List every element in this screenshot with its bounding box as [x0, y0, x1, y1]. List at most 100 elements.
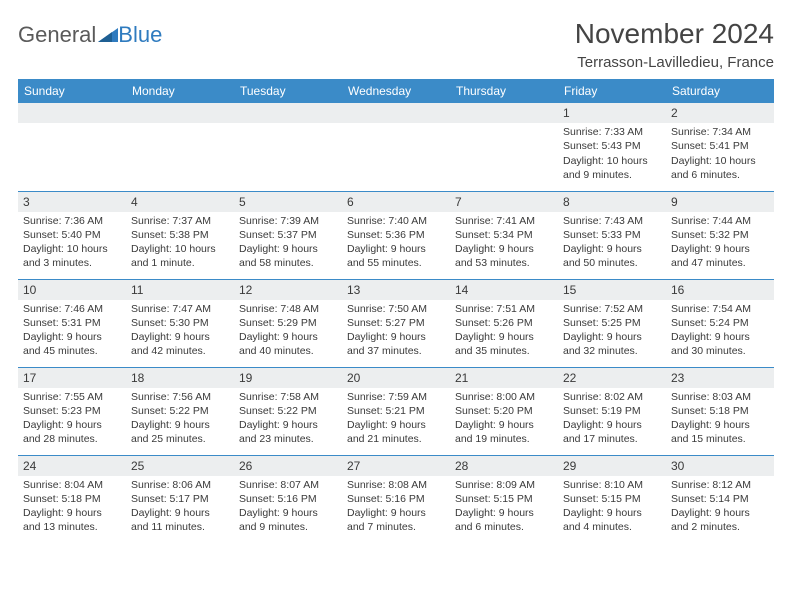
- daylight-line: Daylight: 9 hours and 47 minutes.: [671, 242, 769, 270]
- day-number: 30: [666, 456, 774, 476]
- day-number: 12: [234, 280, 342, 300]
- sunset-line: Sunset: 5:20 PM: [455, 404, 553, 418]
- calendar-day-cell: 14Sunrise: 7:51 AMSunset: 5:26 PMDayligh…: [450, 279, 558, 367]
- sunset-line: Sunset: 5:30 PM: [131, 316, 229, 330]
- daylight-line: Daylight: 9 hours and 2 minutes.: [671, 506, 769, 534]
- month-title: November 2024: [575, 18, 774, 50]
- calendar-day-cell: 10Sunrise: 7:46 AMSunset: 5:31 PMDayligh…: [18, 279, 126, 367]
- sunset-line: Sunset: 5:26 PM: [455, 316, 553, 330]
- calendar-week-row: 24Sunrise: 8:04 AMSunset: 5:18 PMDayligh…: [18, 455, 774, 543]
- day-number: 13: [342, 280, 450, 300]
- header: General Blue November 2024 Terrasson-Lav…: [18, 18, 774, 71]
- daylight-line: Daylight: 10 hours and 9 minutes.: [563, 154, 661, 182]
- sunrise-line: Sunrise: 7:48 AM: [239, 302, 337, 316]
- day-number-empty: [234, 103, 342, 123]
- day-number: 16: [666, 280, 774, 300]
- sunrise-line: Sunrise: 7:58 AM: [239, 390, 337, 404]
- calendar-day-cell: 19Sunrise: 7:58 AMSunset: 5:22 PMDayligh…: [234, 367, 342, 455]
- calendar-day-cell: 26 Sunrise: 8:07 AMSunset: 5:16 PMDayligh…: [234, 455, 342, 543]
- sunrise-line: Sunrise: 8:06 AM: [131, 478, 229, 492]
- sunrise-line: Sunrise: 8:08 AM: [347, 478, 445, 492]
- sunrise-line: Sunrise: 7:59 AM: [347, 390, 445, 404]
- calendar-day-cell: 4Sunrise: 7:37 AMSunset: 5:38 PMDaylight…: [126, 191, 234, 279]
- sunrise-line: Sunrise: 7:51 AM: [455, 302, 553, 316]
- sunrise-line: Sunrise: 7:55 AM: [23, 390, 121, 404]
- calendar-day-cell: 22Sunrise: 8:02 AMSunset: 5:19 PMDayligh…: [558, 367, 666, 455]
- weekday-header: Wednesday: [342, 79, 450, 103]
- sunset-line: Sunset: 5:17 PM: [131, 492, 229, 506]
- day-number: 4: [126, 192, 234, 212]
- sunset-line: Sunset: 5:32 PM: [671, 228, 769, 242]
- sunrise-line: Sunrise: 7:56 AM: [131, 390, 229, 404]
- daylight-line: Daylight: 9 hours and 7 minutes.: [347, 506, 445, 534]
- brand-part2: Blue: [118, 22, 162, 48]
- calendar-day-cell: 27Sunrise: 8:08 AMSunset: 5:16 PMDayligh…: [342, 455, 450, 543]
- calendar-week-row: 17 Sunrise: 7:55 AMSunset: 5:23 PM Dayligh…: [18, 367, 774, 455]
- sunrise-line: Sunrise: 7:47 AM: [131, 302, 229, 316]
- calendar-day-cell: 9Sunrise: 7:44 AMSunset: 5:32 PMDaylight…: [666, 191, 774, 279]
- daylight-line: Daylight: 9 hours and 25 minutes.: [131, 418, 229, 446]
- sunrise-line: Sunrise: 8:07 AM: [239, 478, 337, 492]
- calendar-day-cell: 24Sunrise: 8:04 AMSunset: 5:18 PMDayligh…: [18, 455, 126, 543]
- sunset-line: Sunset: 5:18 PM: [23, 492, 121, 506]
- day-number-empty: [342, 103, 450, 123]
- day-number: 25: [126, 456, 234, 476]
- sunset-line: Sunset: 5:43 PM: [563, 139, 661, 153]
- sunset-line: Sunset: 5:36 PM: [347, 228, 445, 242]
- day-number: 7: [450, 192, 558, 212]
- daylight-line: Daylight: 9 hours and 23 minutes.: [239, 418, 337, 446]
- sunrise-line: Sunrise: 7:39 AM: [239, 214, 337, 228]
- sunrise-line: Sunrise: 8:04 AM: [23, 478, 121, 492]
- sunrise-line: Sunrise: 7:44 AM: [671, 214, 769, 228]
- sunrise-line: Sunrise: 7:34 AM: [671, 125, 769, 139]
- daylight-line: Daylight: 9 hours and 53 minutes.: [455, 242, 553, 270]
- day-number: 2: [666, 103, 774, 123]
- calendar-day-cell: 17Sunrise: 7:55 AMSunset: 5:23 PMDayligh…: [18, 367, 126, 455]
- calendar-day-cell: 13Sunrise: 7:50 AMSunset: 5:27 PMDayligh…: [342, 279, 450, 367]
- daylight-line: Daylight: 10 hours and 6 minutes.: [671, 154, 769, 182]
- day-number: 14: [450, 280, 558, 300]
- day-number: 17: [18, 368, 126, 388]
- day-number: 23: [666, 368, 774, 388]
- daylight-line: Daylight: 10 hours and 1 minute.: [131, 242, 229, 270]
- sunset-line: Sunset: 5:23 PM: [23, 404, 121, 418]
- calendar-day-cell: 18Sunrise: 7:56 AMSunset: 5:22 PMDayligh…: [126, 367, 234, 455]
- calendar-day-cell: 28Sunrise: 8:09 AMSunset: 5:15 PMDayligh…: [450, 455, 558, 543]
- day-number: 28: [450, 456, 558, 476]
- calendar-week-row: 10Sunrise: 7:46 AMSunset: 5:31 PMDayligh…: [18, 279, 774, 367]
- day-number: 6: [342, 192, 450, 212]
- day-number: 26: [234, 456, 342, 476]
- sunrise-line: Sunrise: 7:40 AM: [347, 214, 445, 228]
- sunset-line: Sunset: 5:15 PM: [455, 492, 553, 506]
- weekday-header: Friday: [558, 79, 666, 103]
- brand-part1: General: [18, 22, 96, 48]
- sunrise-line: Sunrise: 7:37 AM: [131, 214, 229, 228]
- sunset-line: Sunset: 5:16 PM: [239, 492, 337, 506]
- daylight-line: Daylight: 9 hours and 17 minutes.: [563, 418, 661, 446]
- sunset-line: Sunset: 5:27 PM: [347, 316, 445, 330]
- day-number: 10: [18, 280, 126, 300]
- day-number-empty: [126, 103, 234, 123]
- sunrise-line: Sunrise: 7:50 AM: [347, 302, 445, 316]
- calendar-day-cell: [450, 103, 558, 191]
- sunset-line: Sunset: 5:29 PM: [239, 316, 337, 330]
- day-number: 19: [234, 368, 342, 388]
- day-number: 20: [342, 368, 450, 388]
- logo-triangle-icon: [98, 22, 118, 48]
- daylight-line: Daylight: 9 hours and 6 minutes.: [455, 506, 553, 534]
- title-block: November 2024 Terrasson-Lavilledieu, Fra…: [575, 18, 774, 71]
- calendar-day-cell: 7Sunrise: 7:41 AMSunset: 5:34 PMDaylight…: [450, 191, 558, 279]
- weekday-header: Sunday: [18, 79, 126, 103]
- calendar-day-cell: 12Sunrise: 7:48 AMSunset: 5:29 PMDayligh…: [234, 279, 342, 367]
- sunrise-line: Sunrise: 7:43 AM: [563, 214, 661, 228]
- calendar-day-cell: 3Sunrise: 7:36 AMSunset: 5:40 PMDaylight…: [18, 191, 126, 279]
- day-number: 18: [126, 368, 234, 388]
- daylight-line: Daylight: 9 hours and 30 minutes.: [671, 330, 769, 358]
- daylight-line: Daylight: 9 hours and 13 minutes.: [23, 506, 121, 534]
- sunset-line: Sunset: 5:16 PM: [347, 492, 445, 506]
- sunrise-line: Sunrise: 7:41 AM: [455, 214, 553, 228]
- daylight-line: Daylight: 9 hours and 45 minutes.: [23, 330, 121, 358]
- daylight-line: Daylight: 9 hours and 50 minutes.: [563, 242, 661, 270]
- calendar-day-cell: 29Sunrise: 8:10 AMSunset: 5:15 PMDayligh…: [558, 455, 666, 543]
- daylight-line: Daylight: 9 hours and 9 minutes.: [239, 506, 337, 534]
